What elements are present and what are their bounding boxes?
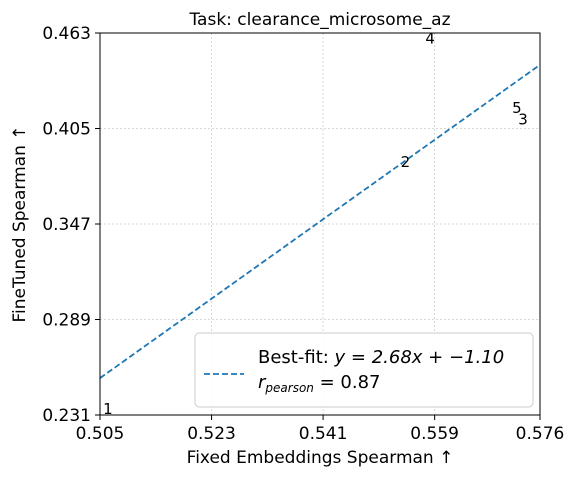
legend-fit-text: Best-fit: y = 2.68x + −1.10 xyxy=(258,347,504,368)
point-label-5: 5 xyxy=(512,99,522,117)
legend-fit-equation: y = 2.68x + −1.10 xyxy=(334,347,505,368)
legend-r-value: = 0.87 xyxy=(314,372,381,393)
point-label-1: 1 xyxy=(103,400,113,418)
x-tick-label: 0.523 xyxy=(187,424,236,444)
legend-fit-prefix: Best-fit: xyxy=(258,347,335,368)
x-tick-label: 0.576 xyxy=(516,424,565,444)
y-tick-label: 0.231 xyxy=(42,406,91,426)
point-label-4: 4 xyxy=(425,30,435,48)
x-tick-label: 0.559 xyxy=(410,424,459,444)
y-axis-label: FineTuned Spearman ↑ xyxy=(10,125,30,322)
legend-r-subscript: pearson xyxy=(264,381,314,395)
y-tick-label: 0.347 xyxy=(42,215,91,235)
x-axis-ticks: 0.505 0.523 0.541 0.559 0.576 xyxy=(76,415,565,444)
point-labels: 1 2 3 4 5 xyxy=(103,30,528,418)
y-tick-label: 0.289 xyxy=(42,311,91,331)
point-label-2: 2 xyxy=(401,153,411,171)
legend: Best-fit: y = 2.68x + −1.10 rpearson = 0… xyxy=(194,332,534,408)
legend-r-text: rpearson = 0.87 xyxy=(258,372,381,395)
y-axis-ticks: 0.231 0.289 0.347 0.405 0.463 xyxy=(42,24,100,426)
x-tick-label: 0.541 xyxy=(299,424,348,444)
y-tick-label: 0.463 xyxy=(42,24,91,44)
point-label-3: 3 xyxy=(518,110,528,128)
best-fit-line xyxy=(100,64,540,379)
legend-r-symbol: r xyxy=(258,372,267,393)
y-tick-label: 0.405 xyxy=(42,120,91,140)
legend-box xyxy=(194,332,534,408)
chart-title: Task: clearance_microsome_az xyxy=(188,10,450,30)
x-tick-label: 0.505 xyxy=(76,424,125,444)
x-axis-label: Fixed Embeddings Spearman ↑ xyxy=(187,448,454,468)
fit-layer xyxy=(100,64,540,379)
